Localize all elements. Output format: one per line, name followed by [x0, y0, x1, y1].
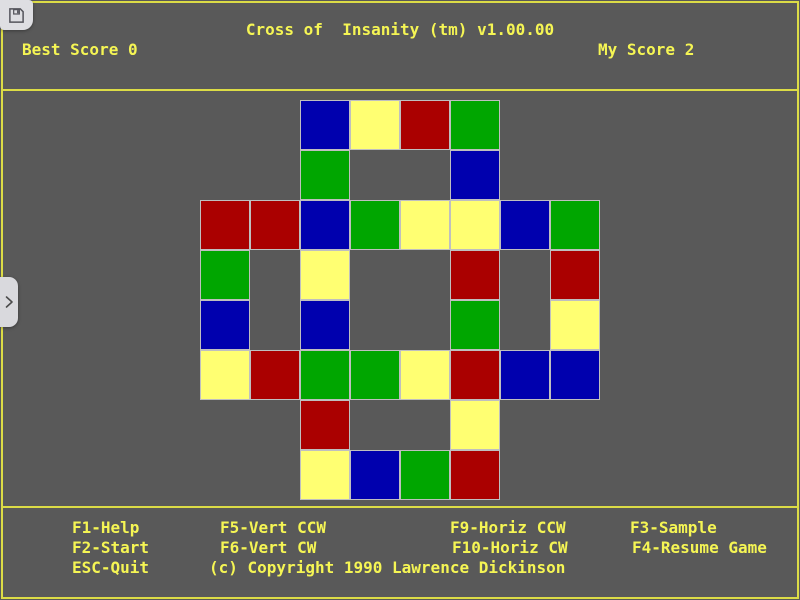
- board-cell-empty: [400, 250, 450, 300]
- board-cell-empty: [350, 150, 400, 200]
- footer-key-f3: F3-Sample: [630, 518, 717, 537]
- board-cell-yellow: [200, 350, 250, 400]
- board-cell-yellow: [300, 250, 350, 300]
- board-cell-blue: [300, 300, 350, 350]
- board-cell-green: [300, 350, 350, 400]
- board-cell-empty: [200, 150, 250, 200]
- board-cell-empty: [400, 150, 450, 200]
- board-cell-empty: [500, 250, 550, 300]
- chevron-right-icon: [4, 295, 14, 309]
- board-cell-empty: [550, 100, 600, 150]
- board-cell-blue: [300, 100, 350, 150]
- board-cell-red: [450, 250, 500, 300]
- board-cell-red: [250, 200, 300, 250]
- board-cell-yellow: [550, 300, 600, 350]
- footer-key-f6: F6-Vert CW: [220, 538, 317, 557]
- board-cell-empty: [500, 100, 550, 150]
- board-cell-red: [400, 100, 450, 150]
- board-cell-green: [300, 150, 350, 200]
- board-cell-blue: [300, 200, 350, 250]
- board-cell-empty: [250, 250, 300, 300]
- floppy-disk-icon: [7, 7, 26, 24]
- footer-key-f5: F5-Vert CCW: [220, 518, 326, 537]
- board-cell-yellow: [300, 450, 350, 500]
- page-title: Cross of Insanity (tm) v1.00.00: [245, 20, 555, 39]
- board-cell-red: [250, 350, 300, 400]
- board-cell-empty: [200, 100, 250, 150]
- board-cell-yellow: [350, 100, 400, 150]
- board-cell-yellow: [400, 200, 450, 250]
- board-cell-blue: [450, 150, 500, 200]
- footer-copyright: (c) Copyright 1990 Lawrence Dickinson: [209, 558, 566, 577]
- board-cell-green: [200, 250, 250, 300]
- board: [200, 100, 600, 500]
- board-cell-green: [350, 350, 400, 400]
- board-cell-blue: [500, 200, 550, 250]
- board-cell-empty: [200, 450, 250, 500]
- board-cell-empty: [250, 100, 300, 150]
- footer-key-f4: F4-Resume Game: [632, 538, 767, 557]
- footer-key-esc: ESC-Quit: [72, 558, 150, 577]
- board-cell-green: [450, 100, 500, 150]
- board-cell-empty: [500, 300, 550, 350]
- board-cell-yellow: [400, 350, 450, 400]
- board-cell-blue: [550, 350, 600, 400]
- footer-divider: [2, 506, 798, 508]
- board-cell-empty: [250, 150, 300, 200]
- board-cell-red: [450, 350, 500, 400]
- board-cell-green: [550, 200, 600, 250]
- board-cell-red: [550, 250, 600, 300]
- board-cell-empty: [250, 400, 300, 450]
- board-cell-red: [300, 400, 350, 450]
- board-cell-empty: [400, 400, 450, 450]
- board-cell-green: [450, 300, 500, 350]
- footer-key-f1: F1-Help: [72, 518, 140, 537]
- board-cell-empty: [250, 450, 300, 500]
- board-cell-red: [450, 450, 500, 500]
- board-cell-empty: [200, 400, 250, 450]
- board-cell-empty: [500, 400, 550, 450]
- footer-key-f9: F9-Horiz CCW: [450, 518, 566, 537]
- board-cell-empty: [550, 150, 600, 200]
- sidebar-toggle-button[interactable]: [0, 277, 18, 327]
- board-cell-yellow: [450, 200, 500, 250]
- board-cell-empty: [500, 450, 550, 500]
- my-score-label: My Score 2: [598, 40, 695, 59]
- board-cell-blue: [200, 300, 250, 350]
- board-cell-green: [350, 200, 400, 250]
- board-cell-empty: [400, 300, 450, 350]
- board-cell-empty: [550, 400, 600, 450]
- footer-key-f2: F2-Start: [72, 538, 150, 557]
- board-cell-empty: [550, 450, 600, 500]
- board-cell-yellow: [450, 400, 500, 450]
- header-divider: [2, 89, 798, 91]
- board-cell-empty: [350, 400, 400, 450]
- board-cell-empty: [250, 300, 300, 350]
- board-cell-red: [200, 200, 250, 250]
- best-score-label: Best Score 0: [22, 40, 138, 59]
- footer-key-f10: F10-Horiz CW: [452, 538, 568, 557]
- board-cell-empty: [350, 300, 400, 350]
- board-cell-green: [400, 450, 450, 500]
- save-button[interactable]: [0, 0, 33, 30]
- board-cell-blue: [500, 350, 550, 400]
- board-cell-empty: [350, 250, 400, 300]
- board-cell-blue: [350, 450, 400, 500]
- board-cell-empty: [500, 150, 550, 200]
